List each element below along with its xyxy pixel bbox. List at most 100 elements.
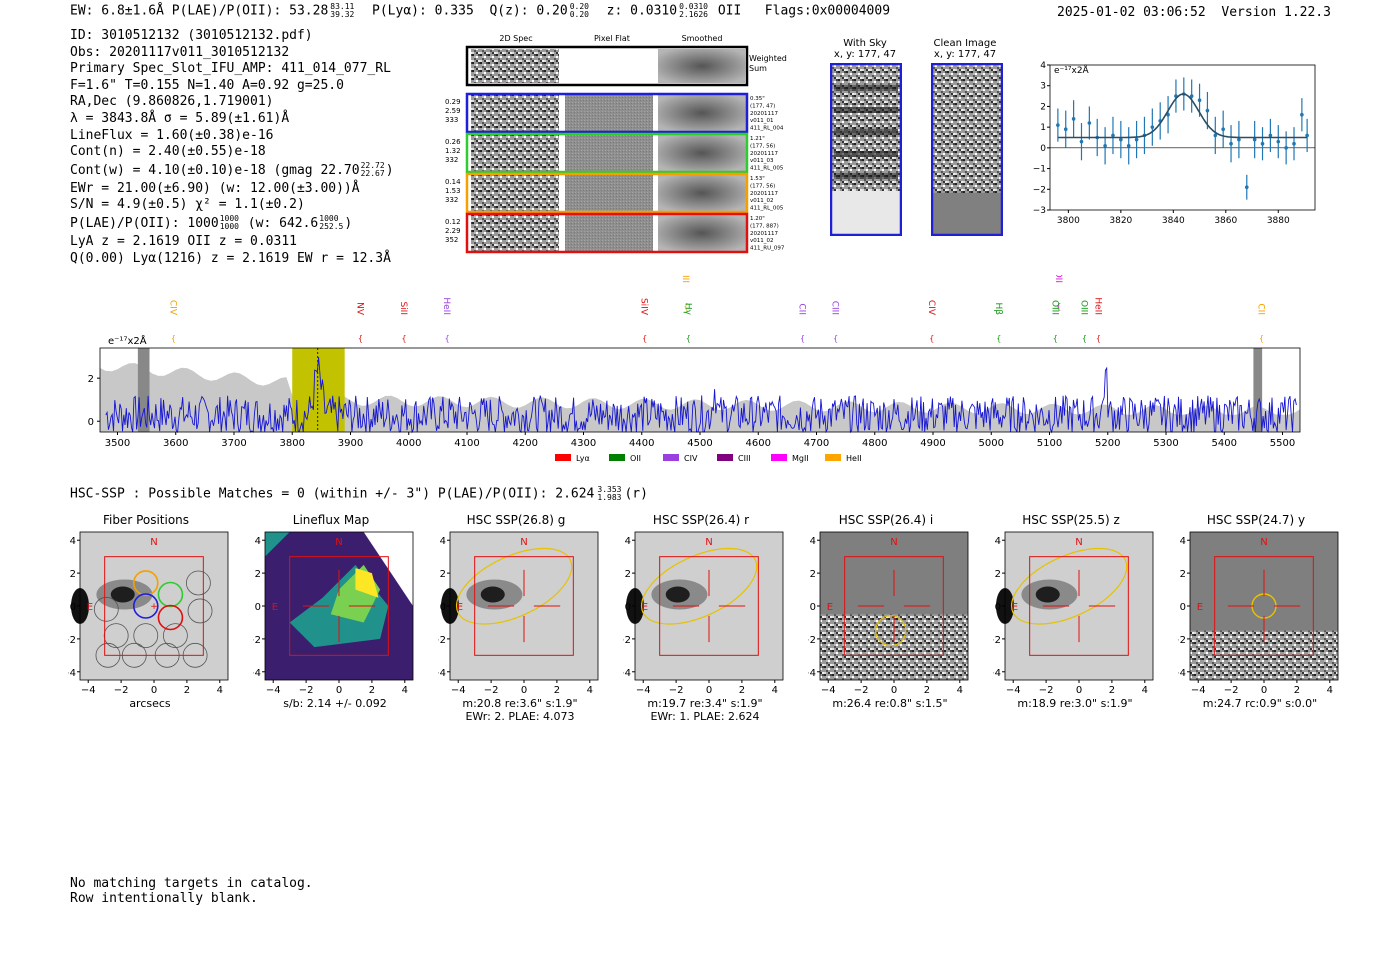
cutout-row-frame bbox=[465, 132, 749, 174]
hsc-panel-image: N E −4 −2 0 2 4 4 2 0 −2 −4 bbox=[438, 531, 599, 696]
panel-xtick: −2 bbox=[114, 685, 129, 696]
legend-label: CIII bbox=[738, 454, 751, 463]
zoom-data-point bbox=[1268, 133, 1273, 138]
panel-xtick: 4 bbox=[1327, 685, 1333, 696]
cutout-row-stat: 0.26 bbox=[445, 138, 461, 146]
panel-ytick: −4 bbox=[438, 668, 446, 679]
panel-ytick: 2 bbox=[440, 569, 446, 580]
panel-xtick: 2 bbox=[369, 685, 375, 696]
cutout-row-stat: 332 bbox=[445, 156, 458, 164]
cutout-row-stat: 1.32 bbox=[445, 147, 461, 155]
zoom-data-point bbox=[1276, 139, 1281, 144]
east-label: E bbox=[1197, 602, 1203, 613]
cutout-row-meta: 20201117 bbox=[750, 151, 778, 157]
panel-xtick: −2 bbox=[669, 685, 684, 696]
cutout-row-stat: 2.29 bbox=[445, 227, 461, 235]
legend-label: CIV bbox=[684, 454, 698, 463]
cutout-row-stat: 352 bbox=[445, 236, 458, 244]
cutout-row-meta: 411_RU_097 bbox=[750, 246, 785, 252]
col-smoothed: Smoothed bbox=[682, 34, 723, 43]
caption-line: s/b: 2.14 +/- 0.092 bbox=[283, 697, 387, 710]
emission-line-label: Hβ bbox=[993, 302, 1003, 315]
spectrum-xtick: 4900 bbox=[920, 438, 945, 449]
zoom-ytick: 1 bbox=[1040, 123, 1046, 133]
zoom-data-point bbox=[1103, 143, 1107, 148]
caption-line: m:18.9 re:3.0" s:1.9" bbox=[1017, 697, 1133, 710]
spectrum-xtick: 3700 bbox=[221, 438, 246, 449]
legend-label: MgII bbox=[792, 454, 809, 463]
noise-envelope bbox=[100, 363, 1300, 432]
emission-line-label: HeII bbox=[441, 297, 451, 315]
hsc-panel-caption: m:20.8 re:3.6" s:1.9" EWr: 2. PLAE: 4.073 bbox=[435, 697, 605, 723]
spectrum-xtick: 3900 bbox=[338, 438, 363, 449]
hsc-panel-caption: m:26.4 re:0.8" s:1.5" bbox=[805, 697, 975, 710]
panel-ytick: −2 bbox=[438, 635, 446, 646]
east-label: E bbox=[457, 602, 463, 613]
cutout-row-stat: 0.12 bbox=[445, 218, 461, 226]
hsc-summary: HSC-SSP : Possible Matches = 0 (within +… bbox=[70, 485, 648, 502]
emission-line-brace: { bbox=[642, 334, 647, 343]
zoom-data-point bbox=[1300, 112, 1304, 117]
zoom-data-point bbox=[1221, 127, 1225, 132]
emission-line-label: OIII bbox=[1078, 300, 1088, 315]
zoom-data-point bbox=[1305, 133, 1309, 138]
spectrum-xtick: 3600 bbox=[163, 438, 188, 449]
hsc-panel-image: N E −4 −2 0 2 4 4 2 0 −2 −4 bbox=[623, 531, 784, 696]
legend-label: HeII bbox=[846, 454, 862, 463]
zoom-data-point bbox=[1119, 137, 1123, 142]
emission-line-label: CIV bbox=[167, 300, 177, 316]
emission-line-brace: { bbox=[445, 334, 450, 343]
search-box bbox=[104, 556, 204, 656]
zoom-xtick: 3820 bbox=[1109, 216, 1132, 226]
panel-xtick: 2 bbox=[1109, 685, 1115, 696]
zoom-data-point bbox=[1244, 185, 1249, 190]
cutout-row-meta: 1.20" bbox=[750, 216, 765, 222]
caption-line: arcsecs bbox=[129, 697, 171, 710]
panel-xtick: 0 bbox=[1076, 685, 1082, 696]
zoom-data-point bbox=[1056, 123, 1060, 127]
spectrum-xtick: 3500 bbox=[105, 438, 130, 449]
spectrum-line bbox=[105, 357, 1297, 434]
panel-xtick: −4 bbox=[821, 685, 836, 696]
spectrum-xtick: 5300 bbox=[1153, 438, 1178, 449]
emission-line-brace: { bbox=[1053, 334, 1058, 343]
cutout-row-meta: 20201117 bbox=[750, 231, 778, 237]
panel-ytick: −4 bbox=[253, 668, 261, 679]
emission-line-brace: { bbox=[996, 334, 1001, 343]
zoom-data-point bbox=[1260, 141, 1265, 146]
hsc-panel-title: HSC SSP(25.5) z bbox=[1022, 513, 1120, 527]
emission-line-label: CII bbox=[1256, 303, 1266, 315]
spectra-cutouts: 2D Spec Pixel Flat Smoothed Weighted Sum… bbox=[445, 34, 787, 254]
zoom-data-point bbox=[1252, 137, 1257, 142]
spectrum-xtick: 5000 bbox=[979, 438, 1004, 449]
panel-ytick: 4 bbox=[440, 536, 446, 547]
zoom-ytick: −3 bbox=[1033, 206, 1046, 216]
zoom-data-point bbox=[1134, 137, 1139, 142]
hsc-panel-image: N E −4 −2 0 2 4 4 2 0 −2 −4 bbox=[1178, 531, 1339, 696]
spectrum-ylabel: e⁻¹⁷x2Å bbox=[108, 334, 147, 347]
sum-label: Sum bbox=[749, 64, 767, 73]
spectrum-xtick: 3800 bbox=[280, 438, 305, 449]
north-label: N bbox=[890, 537, 897, 548]
with-sky-title: With Sky x, y: 177, 47 bbox=[833, 38, 897, 60]
emission-line-brace: { bbox=[929, 334, 934, 343]
hsc-panel-caption: s/b: 2.14 +/- 0.092 bbox=[250, 697, 420, 710]
panel-xtick: −4 bbox=[1191, 685, 1206, 696]
zoom-xtick: 3880 bbox=[1267, 216, 1290, 226]
zoom-data-point bbox=[1237, 137, 1241, 142]
zoom-xtick: 3860 bbox=[1214, 216, 1237, 226]
emission-line-brace: { bbox=[1082, 334, 1087, 343]
cutout-row-stat: 332 bbox=[445, 196, 458, 204]
east-label: E bbox=[272, 602, 278, 613]
search-box bbox=[844, 556, 944, 656]
emission-line-brace: { bbox=[358, 334, 363, 343]
panel-xtick: 0 bbox=[151, 685, 157, 696]
cutout-row-stat: 2.59 bbox=[445, 107, 461, 115]
legend-swatch bbox=[609, 454, 625, 461]
panel-xtick: 4 bbox=[772, 685, 778, 696]
cutout-row-meta: (177, 56) bbox=[750, 143, 775, 149]
panel-xtick: 0 bbox=[891, 685, 897, 696]
spectrum-xtick: 4400 bbox=[629, 438, 654, 449]
panel-xtick: −4 bbox=[1006, 685, 1021, 696]
panel-xtick: −2 bbox=[299, 685, 314, 696]
